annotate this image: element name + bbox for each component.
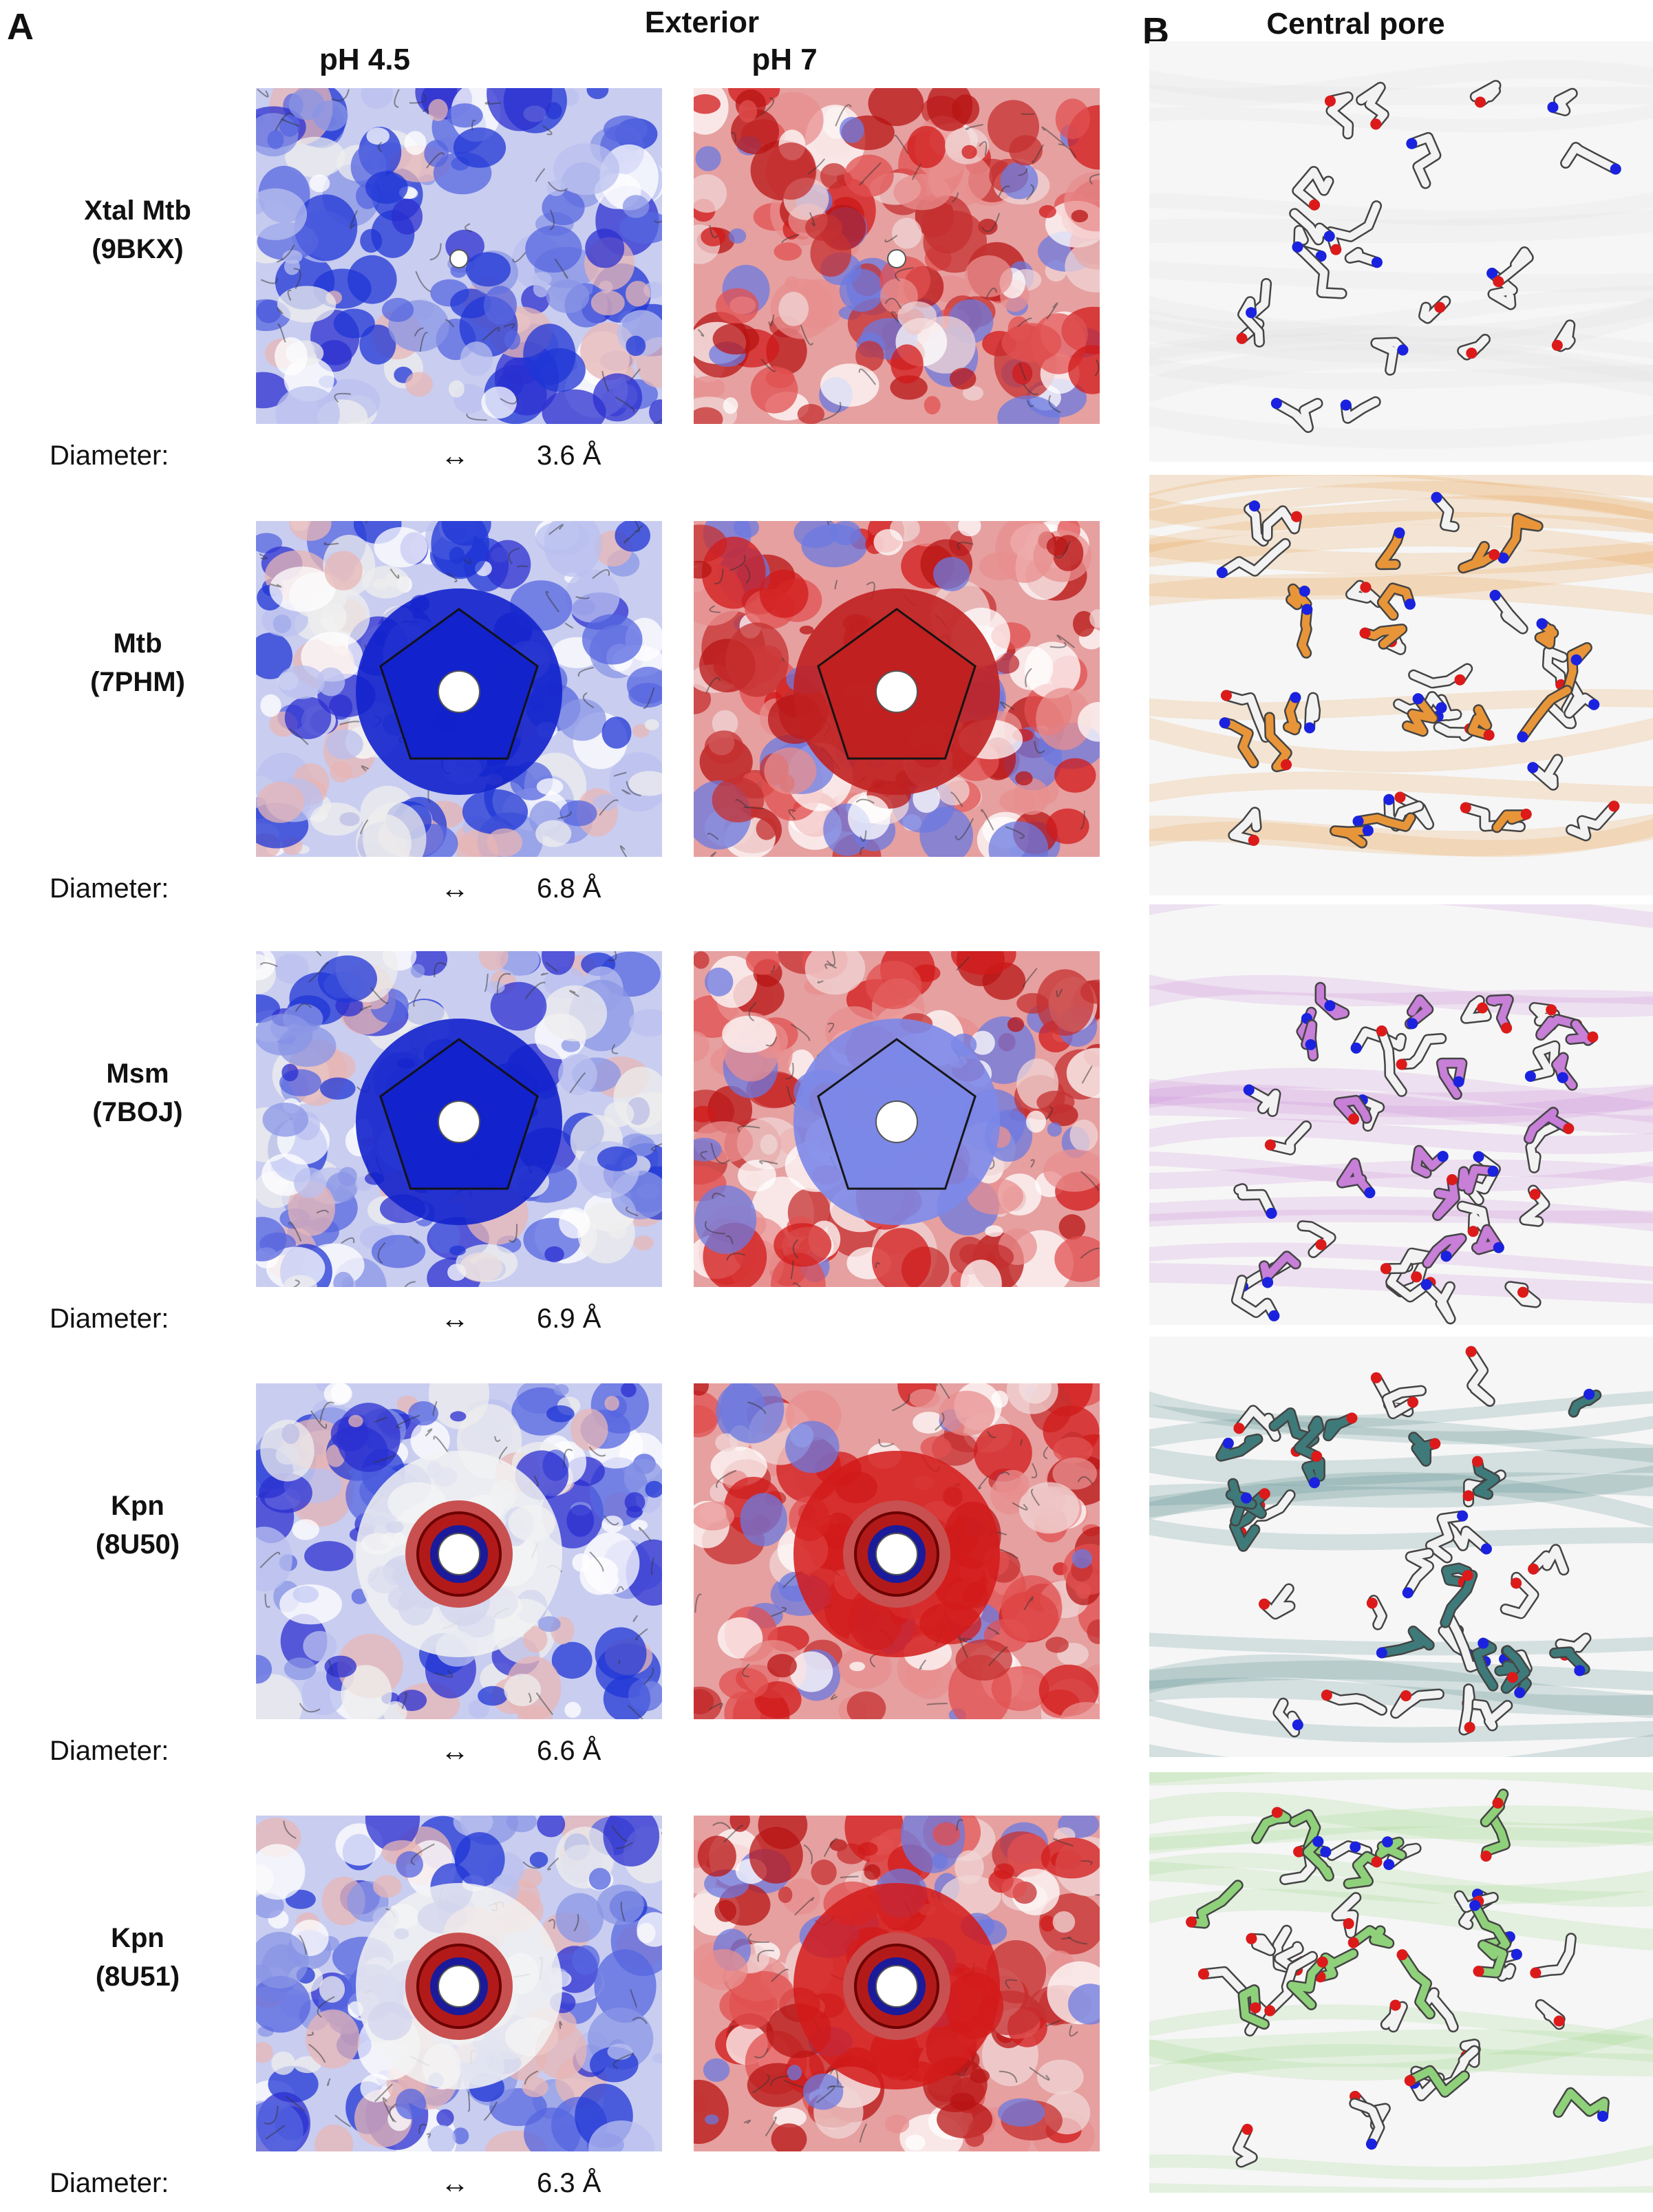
row-pdb-id: (8U50) — [95, 1529, 180, 1560]
diameter-label: Diameter: — [50, 873, 169, 904]
surface-ph45-image — [256, 88, 662, 424]
row-label: Mtb (7PHM) — [48, 624, 227, 701]
central-pore-header: Central pore — [1266, 7, 1445, 41]
exterior-header: Exterior — [644, 6, 760, 39]
surface-ph7-image — [694, 521, 1100, 857]
row-pdb-id: (7BOJ) — [92, 1097, 183, 1127]
central-pore-structure-image — [1149, 1337, 1653, 1757]
row-label: Kpn (8U51) — [48, 1919, 227, 1996]
row-species: Kpn — [111, 1491, 164, 1521]
row-label: Xtal Mtb (9BKX) — [48, 191, 227, 268]
row-species: Kpn — [111, 1923, 164, 1953]
diameter-value: 6.3 Å — [537, 2168, 601, 2198]
diameter-label: Diameter: — [50, 1736, 169, 1766]
row-species: Msm — [106, 1059, 169, 1089]
surface-ph45-image — [256, 521, 662, 857]
central-pore-structure-image — [1149, 41, 1653, 462]
double-arrow-icon: ↔ — [440, 1302, 469, 1334]
surface-ph7-image — [694, 951, 1100, 1287]
central-pore-structure-image — [1149, 1772, 1653, 2193]
surface-ph45-image — [256, 1383, 662, 1719]
row-pdb-id: (8U51) — [95, 1961, 180, 1992]
diameter-value: 6.9 Å — [537, 1304, 601, 1334]
surface-ph45-image — [256, 1816, 662, 2151]
row-species: Mtb — [113, 628, 162, 659]
diameter-value: 3.6 Å — [537, 440, 601, 471]
central-pore-structure-image — [1149, 475, 1653, 895]
diameter-value: 6.8 Å — [537, 873, 601, 904]
surface-ph7-image — [694, 1816, 1100, 2151]
row-pdb-id: (7PHM) — [90, 667, 185, 697]
double-arrow-icon: ↔ — [440, 1734, 469, 1767]
double-arrow-icon: ↔ — [440, 439, 469, 471]
double-arrow-icon: ↔ — [440, 2167, 469, 2199]
surface-ph45-image — [256, 951, 662, 1287]
double-arrow-icon: ↔ — [440, 872, 469, 904]
diameter-value: 6.6 Å — [537, 1736, 601, 1766]
central-pore-structure-image — [1149, 904, 1653, 1325]
panel-a-label: A — [7, 6, 34, 47]
diameter-label: Diameter: — [50, 2168, 169, 2198]
row-species: Xtal Mtb — [84, 195, 191, 226]
column-header-ph45: pH 4.5 — [319, 43, 411, 76]
surface-ph7-image — [694, 88, 1100, 424]
surface-ph7-image — [694, 1383, 1100, 1719]
row-label: Kpn (8U50) — [48, 1487, 227, 1564]
row-pdb-id: (9BKX) — [92, 234, 184, 264]
column-header-ph7: pH 7 — [751, 43, 818, 76]
diameter-label: Diameter: — [50, 440, 169, 471]
row-label: Msm (7BOJ) — [48, 1054, 227, 1131]
diameter-label: Diameter: — [50, 1304, 169, 1334]
